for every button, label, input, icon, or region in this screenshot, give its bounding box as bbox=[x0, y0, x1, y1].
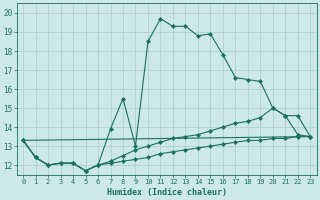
X-axis label: Humidex (Indice chaleur): Humidex (Indice chaleur) bbox=[107, 188, 227, 197]
